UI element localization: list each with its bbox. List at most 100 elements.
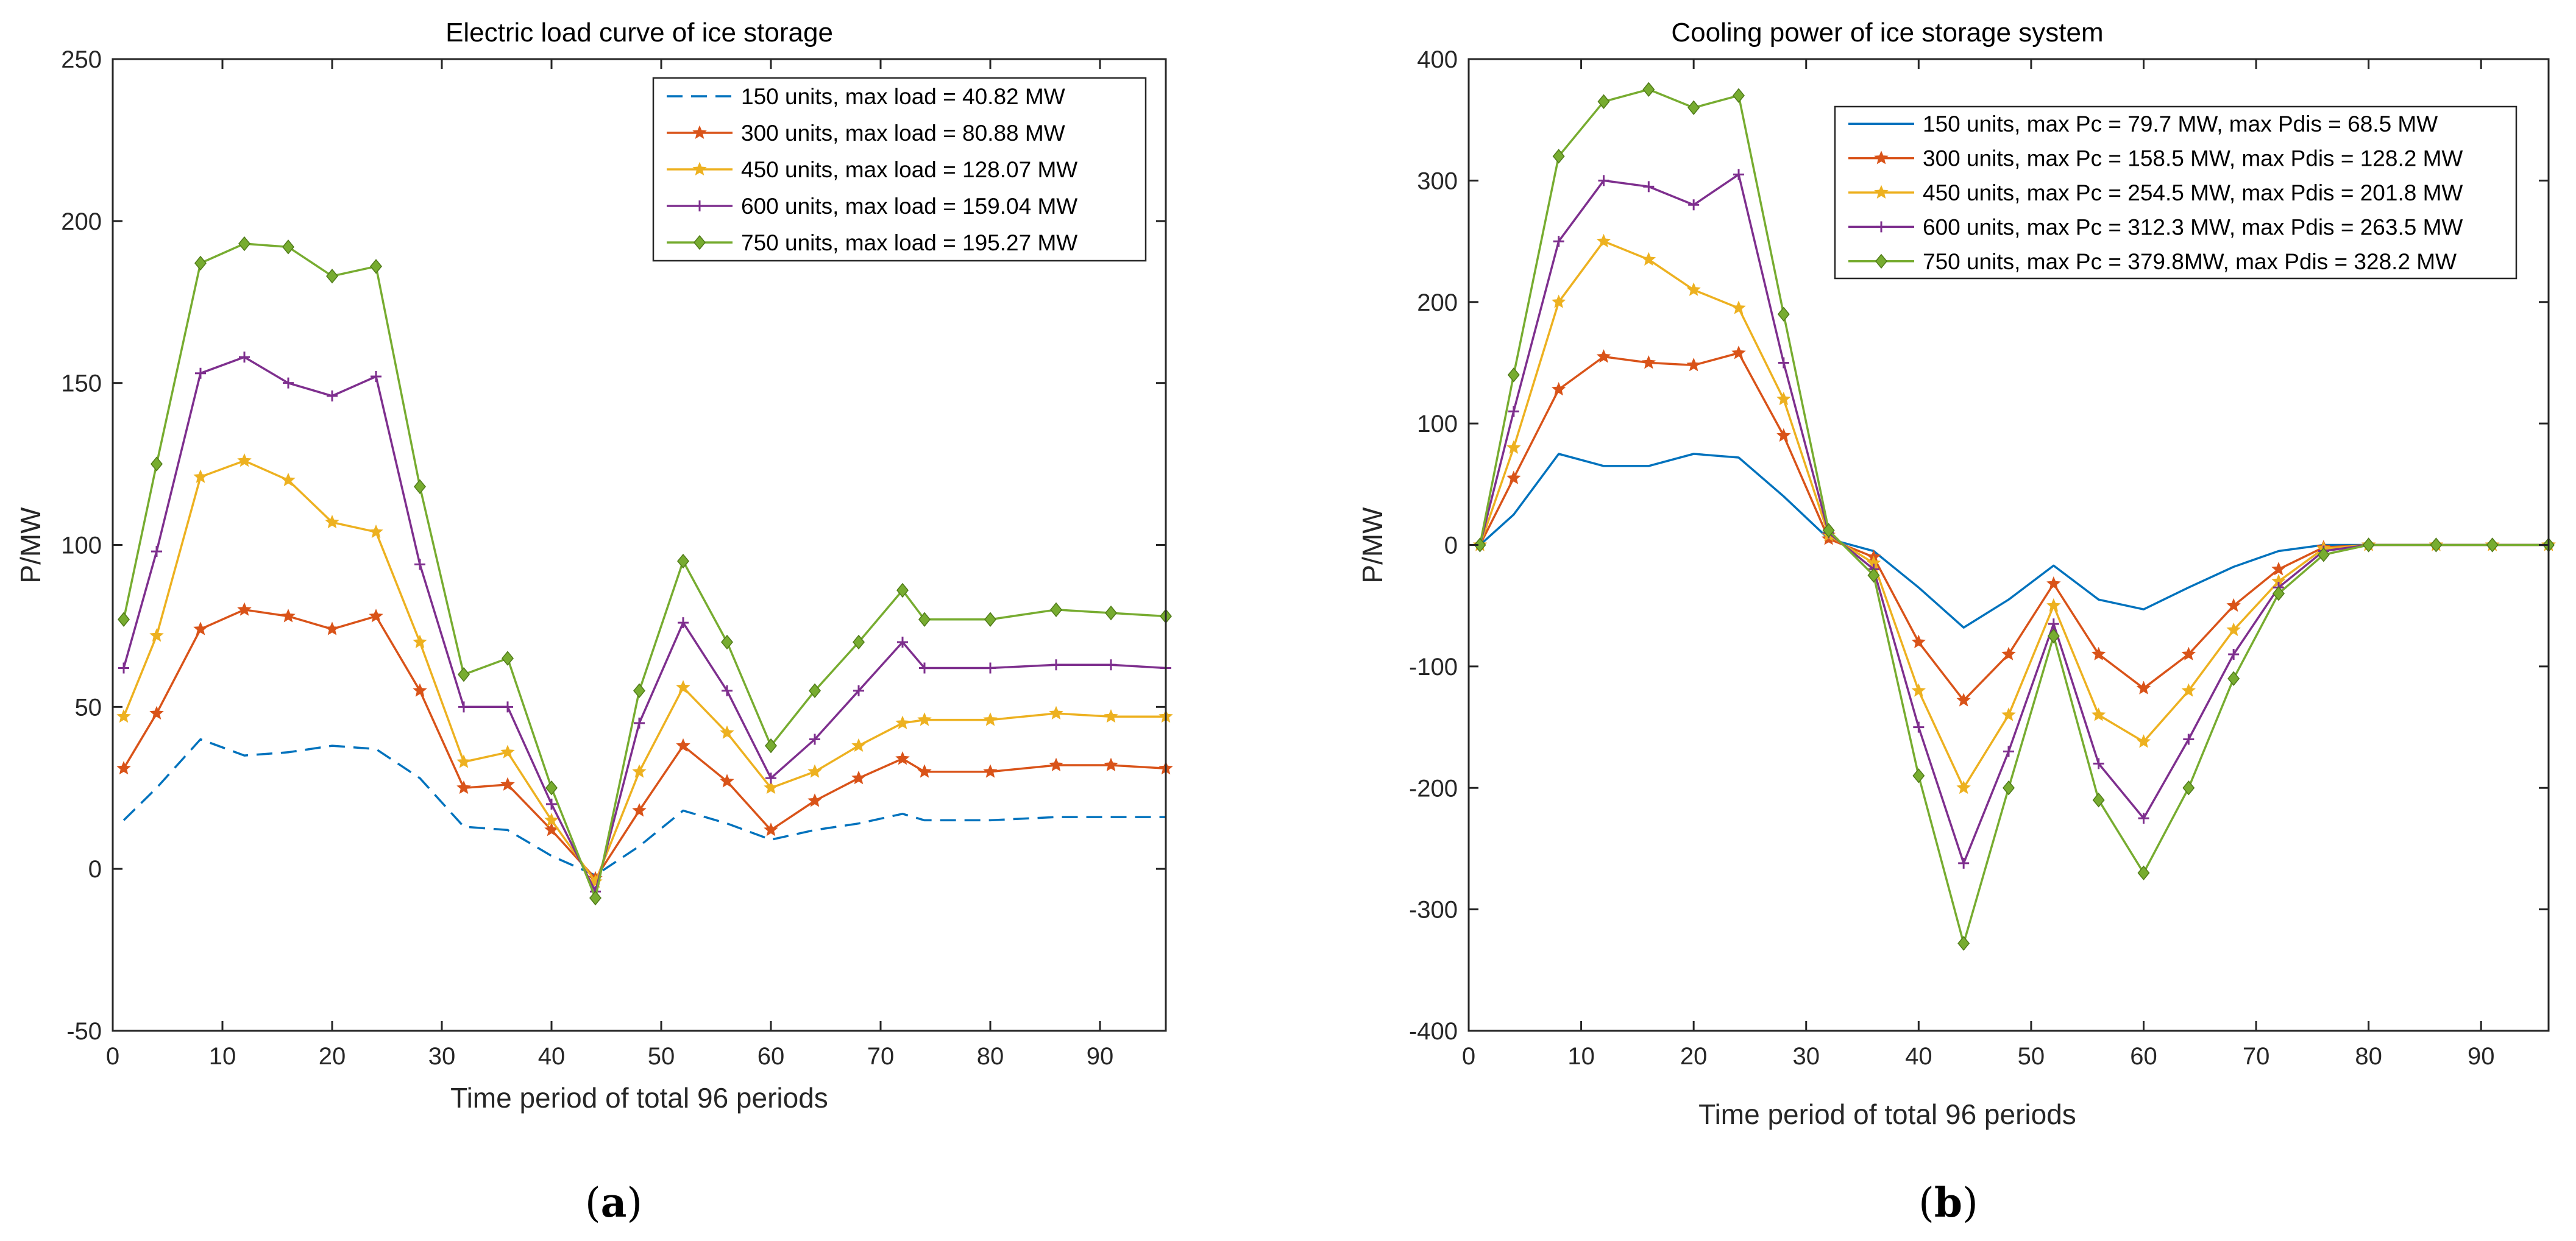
chart-b-x-tick-label: 60 [2130,1043,2157,1070]
chart-a-data-point [193,621,208,635]
chart-b-x-axis-label: Time period of total 96 periods [1698,1098,2076,1130]
chart-b-legend-marker [1876,221,1887,233]
chart-a-data-point [765,738,777,754]
chart-a-x-tick-label: 0 [106,1043,119,1070]
chart-b-y-tick-label: 0 [1444,532,1458,559]
chart-b-data-point [2046,598,2061,612]
chart-b-y-tick-label: -400 [1409,1018,1458,1045]
chart-a-data-point [194,255,207,271]
chart-a-data-point [151,456,163,472]
chart-b-y-axis-label: P/MW [1357,507,1388,584]
chart-b-y-tick-label: 300 [1417,168,1458,194]
chart-a-legend-box [652,77,1147,262]
chart-b-data-point [2430,537,2443,553]
chart-b-data-point [1733,88,1745,103]
chart-b-data-point [2047,628,2060,644]
chart-b-y-tick-label: -200 [1409,775,1458,802]
chart-b-series-5 [1474,82,2555,951]
chart-b-x-tick-label: 80 [2355,1043,2382,1070]
chart-a-data-point [369,609,383,623]
chart-b-data-point [1776,392,1791,406]
chart-a-data-point [917,712,932,726]
chart-b-data-point [2136,734,2151,748]
chart-a-data-point [238,236,250,252]
chart-b-series-line [1479,453,2549,629]
chart-a-data-point [282,239,294,255]
chart-b-data-point [1778,357,1789,369]
chart-b-data-point [1822,523,1835,538]
chart-b-data-point [2181,683,2196,697]
chart-a-legend-marker [694,235,706,250]
chart-b-data-point [1957,936,1970,951]
chart-b-series-line [1478,88,2549,945]
chart-b-data-point [1597,94,1610,109]
chart-a-y-tick-label: 200 [61,208,102,235]
chart-a-data-point [281,609,296,623]
chart-b-data-point [1913,721,1925,733]
chart-b-data-point [2046,576,2061,590]
caption-a: (a) [585,1179,642,1226]
chart-a-data-point [370,259,382,274]
chart-a-data-point [414,559,425,570]
chart-a-data-point [919,662,930,674]
chart-b-data-point [1643,181,1655,193]
chart-b-data-point [1598,175,1609,186]
chart-a-data-point [1105,605,1117,621]
chart-b-data-point [1553,236,1564,247]
chart-b-data-point [2227,671,2240,686]
chart-a-data-point [545,780,558,796]
chart-a-data-point [721,634,733,650]
chart-a-data-point [1104,757,1118,771]
chart-b-data-point [2226,622,2241,637]
chart-a-data-point [116,709,131,723]
chart-b-data-point [1687,100,1700,115]
chart-a-data-point [237,453,252,467]
chart-a-data-point [500,744,515,758]
chart-a-data-point [633,683,645,698]
chart-a-data-point [151,546,162,557]
chart-a-x-tick-label: 10 [209,1043,236,1070]
chart-a-data-point [149,628,164,642]
chart-b-data-point [2317,547,2330,562]
chart-a-x-tick-label: 40 [538,1043,566,1070]
chart-b-data-point [2362,537,2375,553]
chart-b-data-point [2093,758,2104,769]
chart-a-series-line [122,738,1166,877]
chart-a-data-point [413,634,427,648]
chart-a-data-point [589,890,601,906]
chart-a-data-point [283,377,294,389]
chart-b-legend-entry: 750 units, max Pc = 379.8MW, max Pdis = … [1923,249,2457,274]
chart-a-data-point [1051,659,1062,671]
chart-b-y-tick-label: -100 [1409,654,1458,681]
chart-b-data-point [2136,681,2151,695]
chart-a-data-point [118,662,129,674]
chart-b-legend-marker [1874,150,1889,164]
chart-b-x-tick-label: 0 [1462,1043,1475,1070]
chart-b-data-point [1958,857,1970,869]
chart-b-x-tick-label: 50 [2018,1043,2045,1070]
chart-a-data-point [502,651,514,666]
chart-b-data-point [1551,294,1566,308]
chart-a-data-point [632,803,647,817]
chart-a-data-point [413,683,427,697]
chart-b-legend-entry: 600 units, max Pc = 312.3 MW, max Pdis =… [1923,214,2463,239]
chart-a-data-point [325,514,339,529]
chart-b-data-point [1776,428,1791,442]
chart-a-data-point [149,705,164,719]
chart-b-legend-entry: 450 units, max Pc = 254.5 MW, max Pdis =… [1923,180,2463,205]
chart-b-data-point [1956,780,1971,794]
chart-a-data-point [456,780,471,794]
chart-a-data-point [414,479,426,494]
chart-b-data-point [1641,355,1656,369]
chart-b-series-line [1478,173,2549,864]
chart-a-data-point [918,612,931,627]
chart-b-data-point [1506,440,1521,454]
chart-a-data-point [237,602,252,616]
chart-a-x-tick-label: 70 [867,1043,895,1070]
chart-a-data-point [853,685,864,696]
chart-a-data-point [239,352,250,363]
chart-b-data-point [1911,634,1926,648]
chart-b-data-point [1506,470,1521,484]
chart-b-data-point [2003,746,2014,757]
chart-b-x-tick-label: 90 [2468,1043,2495,1070]
